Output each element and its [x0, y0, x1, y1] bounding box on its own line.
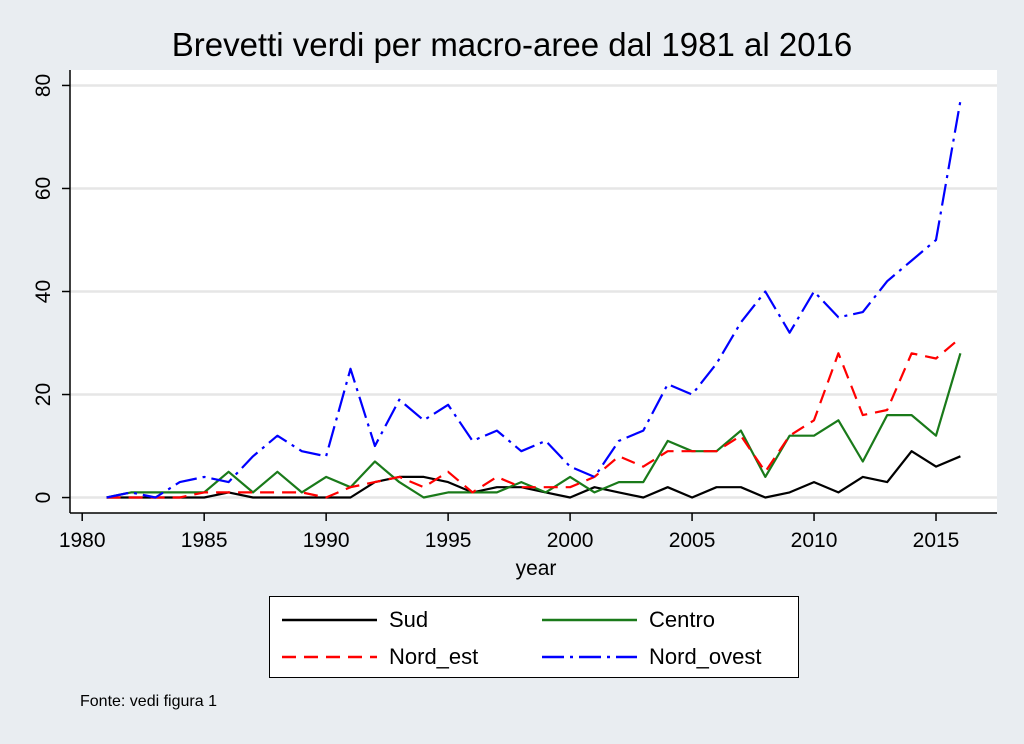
legend: Sud Centro Nord_est Nord_ovest — [269, 596, 799, 678]
line-chart: 0 20 40 60 80 1980 1985 1990 1995 2000 2005 2010 201… — [32, 70, 997, 580]
source-note: Fonte: vedi figura 1 — [80, 693, 217, 710]
x-tick-label: 1985 — [181, 529, 228, 552]
legend-swatch-centro — [542, 618, 637, 622]
y-tick-label: 20 — [32, 383, 55, 406]
legend-swatch-nord-est — [282, 655, 377, 659]
legend-item-nord-est: Nord_est — [282, 642, 478, 672]
legend-label-nord-ovest: Nord_ovest — [649, 644, 762, 669]
x-tick-label: 1990 — [303, 529, 350, 552]
x-tick-label: 1980 — [59, 529, 106, 552]
y-tick-label: 0 — [32, 492, 55, 504]
x-tick-label: 2010 — [791, 529, 838, 552]
series-line-nord-ovest — [106, 100, 962, 499]
series-line-sud — [106, 450, 961, 499]
x-tick-label: 1995 — [425, 529, 472, 552]
legend-label-centro: Centro — [649, 607, 716, 632]
x-axis-title: year — [516, 557, 557, 580]
x-tick-label: 2015 — [913, 529, 960, 552]
y-tick-label: 80 — [32, 74, 55, 97]
legend-item-sud: Sud — [282, 605, 428, 635]
axes — [62, 70, 997, 521]
y-tick-label: 40 — [32, 280, 55, 303]
series-line-nord-est — [106, 337, 962, 499]
legend-label-nord-est: Nord_est — [389, 644, 479, 669]
series-lines — [106, 100, 962, 499]
legend-swatch-nord-ovest — [542, 655, 637, 659]
legend-item-nord-ovest: Nord_ovest — [542, 642, 762, 672]
legend-label-sud: Sud — [389, 607, 429, 632]
chart-title: Brevetti verdi per macro-aree dal 1981 a… — [171, 26, 853, 63]
tick-labels: 0 20 40 60 80 1980 1985 1990 1995 2000 2005 2010 201… — [32, 74, 959, 552]
gridlines — [70, 84, 997, 499]
x-tick-label: 2000 — [547, 529, 594, 552]
x-tick-label: 2005 — [669, 529, 716, 552]
y-tick-label: 60 — [32, 177, 55, 200]
legend-item-centro: Centro — [542, 605, 715, 635]
legend-swatch-sud — [282, 618, 377, 622]
